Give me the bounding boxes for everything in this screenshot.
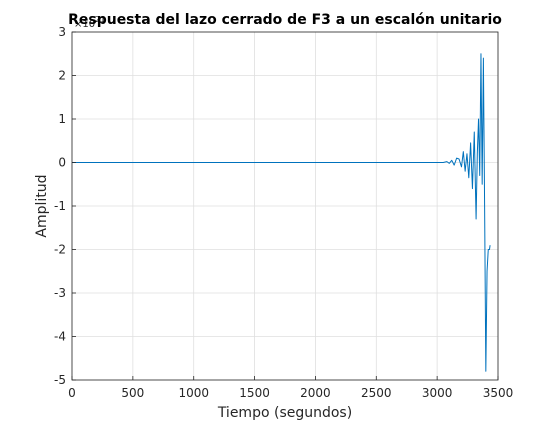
series-line-0 <box>72 53 491 372</box>
x-tick-label: 500 <box>121 386 144 400</box>
y-tick-label: -2 <box>54 243 66 257</box>
x-ticks: 0 500 1000 1500 2000 2500 3000 3500 <box>68 376 513 400</box>
x-tick-label: 1000 <box>178 386 209 400</box>
y-tick-label: 0 <box>58 156 66 170</box>
x-tick-label: 3000 <box>422 386 453 400</box>
y-tick-label: 1 <box>58 112 66 126</box>
x-tick-label: 1500 <box>239 386 270 400</box>
y-tick-label: -1 <box>54 199 66 213</box>
y-axis-label: Amplitud <box>34 174 50 237</box>
y-exponent-label: ×1021 <box>74 15 105 30</box>
y-tick-label: -4 <box>54 330 66 344</box>
y-tick-label: 2 <box>58 69 66 83</box>
y-ticks: -5 -4 -3 -2 -1 0 1 2 3 <box>54 25 76 387</box>
x-tick-label: 0 <box>68 386 76 400</box>
x-tick-label: 2000 <box>300 386 331 400</box>
y-tick-label: -5 <box>54 373 66 387</box>
y-tick-label: -3 <box>54 286 66 300</box>
series-group <box>72 53 491 372</box>
chart-title: Respuesta del lazo cerrado de F3 a un es… <box>68 12 502 28</box>
x-tick-label: 2500 <box>361 386 392 400</box>
x-axis-label: Tiempo (segundos) <box>217 405 352 421</box>
y-tick-label: 3 <box>58 25 66 39</box>
x-tick-label: 3500 <box>483 386 514 400</box>
